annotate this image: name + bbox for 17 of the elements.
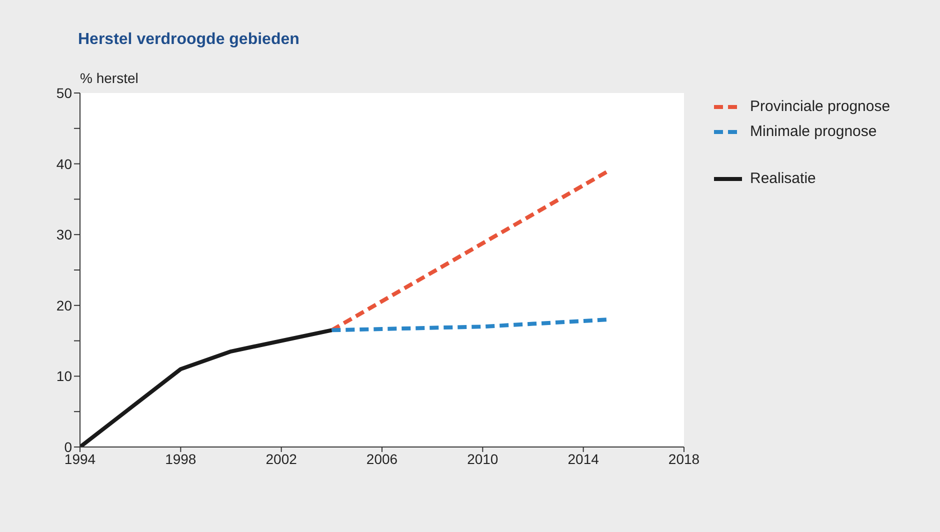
x-tick-label: 2018	[668, 450, 700, 467]
y-tick-label: 20	[56, 297, 72, 314]
y-axis-title: % herstel	[80, 70, 138, 86]
legend-label: Realisatie	[750, 170, 816, 187]
x-tick-label: 2002	[266, 450, 298, 467]
y-tick-label: 50	[56, 84, 72, 101]
x-tick-label: 1998	[165, 450, 196, 467]
y-tick-label: 40	[56, 156, 72, 172]
x-tick-label: 2006	[366, 450, 398, 467]
line-series	[80, 328, 334, 447]
chart-title: Herstel verdroogde gebieden	[78, 31, 300, 49]
legend-label: Minimale prognose	[750, 123, 877, 140]
y-tick-label: 10	[56, 368, 72, 384]
x-tick-label: 2010	[467, 450, 498, 467]
y-tick-label: 30	[56, 226, 72, 243]
x-tick-label: 2014	[568, 450, 600, 467]
legend-label: Provinciale prognose	[750, 98, 890, 115]
